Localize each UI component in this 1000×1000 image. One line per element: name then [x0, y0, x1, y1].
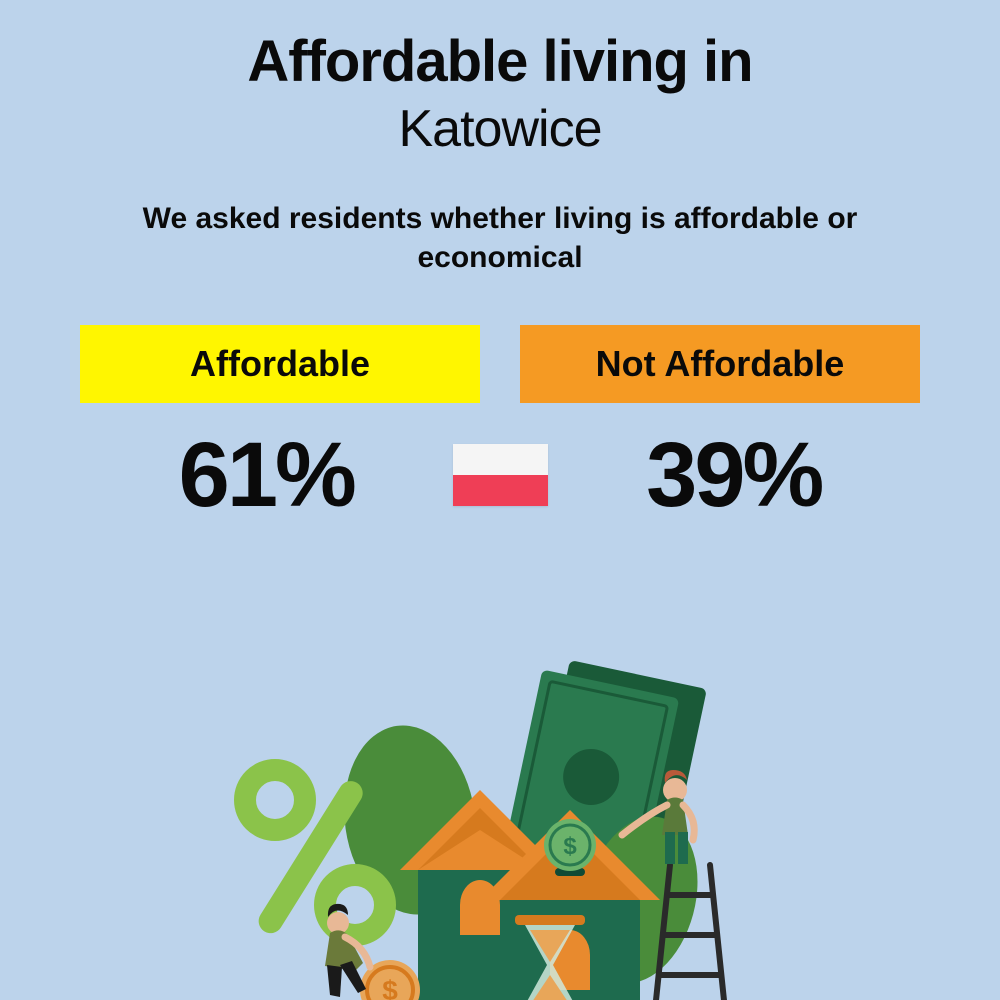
not-affordable-label: Not Affordable: [596, 343, 845, 384]
svg-text:$: $: [382, 975, 398, 1000]
title-city: Katowice: [60, 99, 940, 159]
housing-illustration: $ $: [200, 650, 800, 1000]
coin-icon: $: [544, 819, 596, 871]
flag-bottom-stripe: [453, 475, 548, 506]
affordable-value: 61%: [90, 423, 443, 528]
subtitle: We asked residents whether living is aff…: [60, 199, 940, 277]
flag-icon: [453, 444, 548, 506]
flag-top-stripe: [453, 444, 548, 475]
affordable-label: Affordable: [190, 343, 370, 384]
svg-text:$: $: [563, 833, 577, 860]
title-line1: Affordable living in: [60, 30, 940, 94]
infographic-container: Affordable living in Katowice We asked r…: [0, 0, 1000, 528]
values-row: 61% 39%: [60, 423, 940, 528]
labels-row: Affordable Not Affordable: [60, 325, 940, 403]
not-affordable-value: 39%: [558, 423, 911, 528]
affordable-label-box: Affordable: [80, 325, 480, 403]
not-affordable-label-box: Not Affordable: [520, 325, 920, 403]
